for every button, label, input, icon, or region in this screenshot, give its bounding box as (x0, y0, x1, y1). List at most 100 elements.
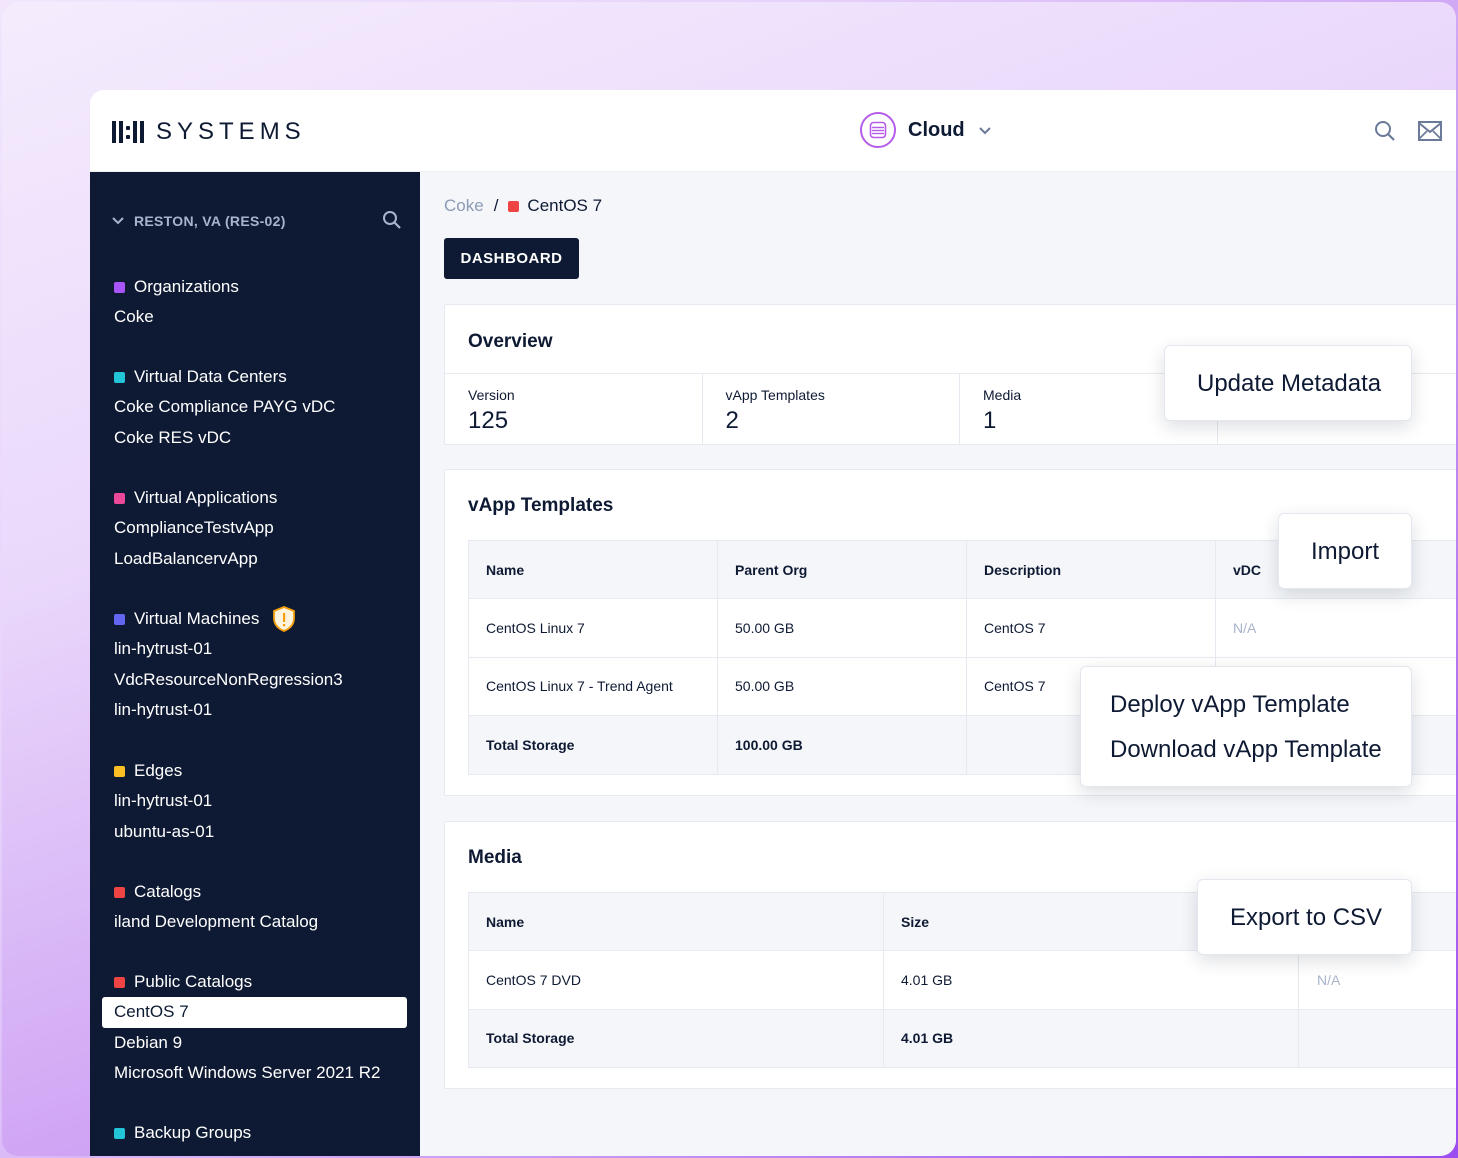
stat-label: vApp Templates (725, 387, 825, 403)
breadcrumb-separator: / (493, 196, 499, 215)
overview-stats: Version 125 vApp Templates 2 Media 1 (445, 373, 1456, 445)
total-value: 4.01 GB (883, 1008, 1299, 1068)
cell-name: CentOS Linux 7 - Trend Agent (468, 656, 718, 716)
nav-group-public-catalogs: Public Catalogs CentOS 7 Debian 9 Micros… (102, 967, 407, 1089)
group-title: Backup Groups (134, 1123, 252, 1142)
download-vapp-template-button[interactable]: Download vApp Template (1110, 736, 1382, 763)
warning-shield-icon[interactable] (272, 606, 296, 632)
stat-value: 1 (983, 407, 997, 434)
export-to-csv-button[interactable]: Export to CSV (1230, 903, 1383, 931)
header-actions (1374, 120, 1442, 147)
nav-group-edges: Edges lin-hytrust-01 ubuntu-as-01 (114, 756, 214, 847)
region-selector[interactable]: RESTON, VA (RES-02) (112, 211, 402, 230)
total-value: 100.00 GB (717, 715, 967, 775)
mail-icon[interactable] (1418, 121, 1442, 146)
stat-version: Version 125 (445, 374, 703, 445)
search-icon[interactable] (1374, 120, 1396, 147)
top-bar: SYSTEMS Cloud (90, 90, 1456, 172)
column-header[interactable]: Description (966, 540, 1216, 599)
sidebar-item-windows-server[interactable]: Microsoft Windows Server 2021 R2 (114, 1063, 381, 1082)
breadcrumb-current: CentOS 7 (508, 196, 602, 216)
sidebar-search-icon[interactable] (382, 210, 402, 235)
total-label: Total Storage (468, 1008, 884, 1068)
nav-group-catalogs: Catalogs iland Development Catalog (114, 877, 318, 938)
sidebar-item-vapp[interactable]: ComplianceTestvApp (114, 518, 274, 537)
organizations-color-icon (114, 281, 125, 293)
chevron-down-icon (112, 212, 124, 230)
import-button[interactable]: Import (1311, 537, 1380, 565)
group-header[interactable]: Organizations (114, 272, 239, 302)
group-header[interactable]: Virtual Machines (114, 604, 343, 634)
import-popover[interactable]: Import (1278, 513, 1412, 589)
group-header[interactable]: Backup Groups (114, 1118, 251, 1148)
cell-name: CentOS 7 DVD (468, 950, 884, 1010)
column-header[interactable]: Name (468, 892, 884, 951)
sidebar-item-vapp[interactable]: LoadBalancervApp (114, 548, 258, 568)
breadcrumb-parent[interactable]: Coke (444, 196, 484, 215)
table-row[interactable]: CentOS Linux 7 50.00 GB CentOS 7 N/A (468, 598, 1456, 658)
edges-color-icon (114, 765, 125, 777)
vapp-color-icon (114, 492, 125, 504)
region-label: RESTON, VA (RES-02) (134, 213, 286, 229)
group-title: Catalogs (134, 882, 202, 901)
cell-description: CentOS 7 (966, 598, 1216, 658)
group-header[interactable]: Public Catalogs (114, 967, 407, 997)
group-title: Virtual Applications (134, 488, 278, 507)
sidebar-item-vm[interactable]: VdcResourceNonRegression3 (114, 669, 343, 689)
group-header[interactable]: Virtual Data Centers (114, 362, 335, 392)
cell-parent-org: 50.00 GB (717, 656, 967, 716)
main-content: Coke / CentOS 7 DASHBOARD Overview Versi… (420, 172, 1456, 1156)
column-header[interactable]: Parent Org (717, 540, 967, 599)
sidebar: RESTON, VA (RES-02) Organizations Coke V… (90, 172, 420, 1156)
group-title: Organizations (134, 277, 239, 296)
export-csv-popover[interactable]: Export to CSV (1197, 879, 1412, 955)
nav-group-backup-groups: Backup Groups (114, 1118, 251, 1148)
nav-group-virtual-data-centers: Virtual Data Centers Coke Compliance PAY… (114, 362, 335, 453)
vapp-templates-title: vApp Templates (468, 495, 614, 516)
stat-value: 125 (468, 407, 509, 434)
app-window: SYSTEMS Cloud (90, 90, 1456, 1156)
group-title: Virtual Machines (134, 609, 260, 628)
sidebar-item-coke[interactable]: Coke (114, 307, 154, 326)
group-header[interactable]: Catalogs (114, 877, 318, 907)
cell-parent-org: 50.00 GB (717, 598, 967, 658)
table-row[interactable]: CentOS 7 DVD 4.01 GB N/A (468, 950, 1456, 1010)
deploy-vapp-template-button[interactable]: Deploy vApp Template (1110, 691, 1350, 718)
cloud-switcher[interactable]: Cloud (860, 112, 991, 148)
template-actions-popover: Deploy vApp Template Download vApp Templ… (1080, 666, 1412, 787)
stat-label: Version (468, 387, 515, 403)
column-header[interactable]: Name (468, 540, 718, 599)
total-empty (1298, 1008, 1456, 1068)
sidebar-item-vm[interactable]: lin-hytrust-01 (114, 639, 213, 658)
update-metadata-popover[interactable]: Update Metadata (1164, 345, 1412, 421)
stat-vapp-templates: vApp Templates 2 (703, 374, 960, 445)
group-title: Edges (134, 761, 183, 780)
sidebar-item-edge[interactable]: lin-hytrust-01 (114, 791, 213, 810)
group-title: Virtual Data Centers (134, 367, 287, 386)
group-header[interactable]: Edges (114, 756, 214, 786)
total-label: Total Storage (468, 715, 718, 775)
cell-vdc: N/A (1215, 598, 1456, 658)
sidebar-item-centos-7[interactable]: CentOS 7 (102, 997, 407, 1028)
nav-group-organizations: Organizations Coke (114, 272, 239, 333)
vm-color-icon (114, 613, 125, 625)
brand-logo[interactable]: SYSTEMS (112, 118, 306, 146)
catalogs-color-icon (114, 886, 125, 898)
vdc-color-icon (114, 371, 125, 383)
chevron-down-icon (978, 122, 991, 138)
sidebar-item-vm[interactable]: lin-hytrust-01 (114, 700, 213, 719)
sidebar-item-debian-9[interactable]: Debian 9 (114, 1032, 183, 1052)
breadcrumb-current-label: CentOS 7 (527, 196, 603, 215)
sidebar-item-catalog[interactable]: iland Development Catalog (114, 912, 319, 931)
backup-color-icon (114, 1127, 125, 1139)
sidebar-item-edge[interactable]: ubuntu-as-01 (114, 821, 215, 841)
stat-value: 2 (725, 407, 739, 434)
update-metadata-button[interactable]: Update Metadata (1197, 369, 1382, 397)
dashboard-button[interactable]: DASHBOARD (444, 238, 579, 279)
group-title: Public Catalogs (134, 972, 253, 991)
sidebar-item-vdc[interactable]: Coke RES vDC (114, 427, 232, 447)
sidebar-item-vdc[interactable]: Coke Compliance PAYG vDC (114, 397, 336, 416)
total-row: Total Storage 4.01 GB (468, 1008, 1456, 1068)
group-header[interactable]: Virtual Applications (114, 483, 277, 513)
